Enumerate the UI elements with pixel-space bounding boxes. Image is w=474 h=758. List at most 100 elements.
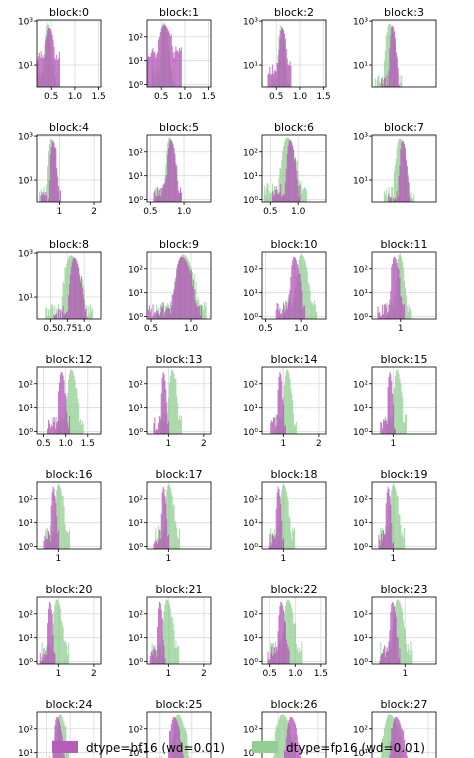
bar-bf16 — [175, 163, 177, 202]
bar-fp16 — [65, 268, 67, 319]
bar-bf16 — [393, 258, 395, 319]
bar-bf16 — [168, 534, 170, 549]
bar-fp16 — [380, 642, 382, 664]
bar-bf16 — [81, 287, 83, 319]
bar-bf16 — [167, 307, 169, 319]
bar-fp16 — [90, 304, 92, 319]
bar-bf16 — [272, 64, 274, 87]
bar-bf16 — [157, 626, 159, 664]
y-tick-label: 10² — [18, 725, 33, 735]
bar-bf16 — [404, 739, 406, 758]
bar-fp16 — [374, 78, 376, 87]
bar-bf16 — [167, 28, 169, 87]
bar-bf16 — [157, 195, 160, 202]
bar-bf16 — [53, 142, 55, 202]
bar-bf16 — [393, 603, 395, 664]
bar-bf16 — [153, 645, 155, 664]
bar-fp16 — [282, 485, 284, 549]
bar-bf16 — [287, 302, 289, 319]
y-tick-label: 10² — [128, 725, 143, 735]
bar-bf16 — [289, 139, 291, 202]
bar-fp16 — [409, 195, 411, 202]
bar-bf16 — [395, 616, 397, 664]
bar-bf16 — [390, 290, 392, 319]
bar-bf16 — [158, 529, 160, 549]
panel-title: block:2 — [274, 6, 314, 19]
bar-bf16 — [43, 648, 45, 664]
bar-bf16 — [402, 729, 404, 758]
bar-bf16 — [397, 267, 399, 319]
bar-fp16 — [410, 641, 412, 664]
bar-fp16 — [51, 304, 53, 319]
bar-bf16 — [180, 256, 182, 319]
bar-bf16 — [282, 605, 284, 664]
bar-fp16 — [409, 654, 411, 664]
bar-bf16 — [58, 309, 60, 319]
bar-bf16 — [164, 380, 166, 434]
bar-fp16 — [69, 370, 71, 434]
bar-bf16 — [44, 535, 46, 549]
bar-fp16 — [66, 263, 68, 319]
bar-bf16 — [47, 623, 49, 664]
bar-fp16 — [70, 369, 72, 434]
bar-bf16 — [270, 653, 272, 664]
bar-bf16 — [294, 721, 296, 758]
bar-bf16 — [381, 422, 383, 434]
x-tick-label: 1.5 — [81, 439, 95, 449]
bar-bf16 — [153, 423, 155, 434]
bar-fp16 — [166, 599, 168, 664]
bar-bf16 — [160, 393, 162, 434]
y-tick-label: 10¹ — [353, 404, 368, 414]
bar-bf16 — [200, 305, 203, 319]
bar-fp16 — [285, 370, 287, 434]
bar-bf16 — [405, 159, 407, 202]
bar-bf16 — [150, 52, 152, 87]
bar-bf16 — [61, 311, 63, 319]
bar-fp16 — [296, 648, 298, 664]
bar-fp16 — [195, 281, 197, 319]
bar-bf16 — [179, 47, 181, 87]
bar-bf16 — [387, 650, 389, 664]
panel-block-11: block:11 1 10⁰ 10¹ 10² — [353, 238, 437, 334]
bar-bf16 — [78, 267, 80, 319]
bar-bf16 — [388, 641, 390, 664]
bar-bf16 — [50, 31, 52, 88]
bar-bf16 — [304, 305, 306, 319]
bar-bf16 — [152, 304, 154, 319]
bar-fp16 — [57, 485, 59, 549]
bar-bf16 — [385, 85, 387, 87]
y-tick-label: 10² — [128, 380, 143, 390]
bar-fp16 — [65, 641, 67, 664]
y-tick-label: 10¹ — [128, 404, 143, 414]
bar-bf16 — [294, 258, 296, 319]
bar-bf16 — [397, 196, 399, 202]
bar-bf16 — [282, 540, 284, 549]
bar-fp16 — [170, 370, 172, 434]
bar-fp16 — [167, 600, 169, 664]
bar-bf16 — [403, 731, 405, 758]
bar-fp16 — [61, 623, 63, 664]
bar-bf16 — [285, 639, 287, 664]
bar-bf16 — [148, 305, 150, 319]
bar-bf16 — [382, 428, 384, 434]
bar-bf16 — [274, 536, 276, 549]
axes-frame — [146, 134, 212, 203]
bar-fp16 — [179, 415, 181, 434]
bar-bf16 — [47, 428, 49, 434]
panel-title: block:11 — [381, 238, 428, 251]
bar-fp16 — [66, 645, 68, 664]
bar-fp16 — [387, 715, 389, 758]
bar-bf16 — [171, 720, 173, 758]
bar-bf16 — [162, 302, 164, 319]
y-tick-label: 10¹ — [243, 519, 258, 529]
y-tick-label: 10² — [18, 380, 33, 390]
bar-bf16 — [393, 722, 395, 758]
y-tick-label: 10¹ — [18, 519, 33, 529]
bar-bf16 — [56, 716, 58, 758]
bar-bf16 — [159, 32, 161, 87]
bar-bf16 — [156, 310, 158, 319]
bar-fp16 — [46, 307, 48, 319]
bar-bf16 — [172, 52, 174, 87]
x-tick-label: 0.5 — [154, 92, 168, 102]
bar-bf16 — [288, 294, 290, 319]
